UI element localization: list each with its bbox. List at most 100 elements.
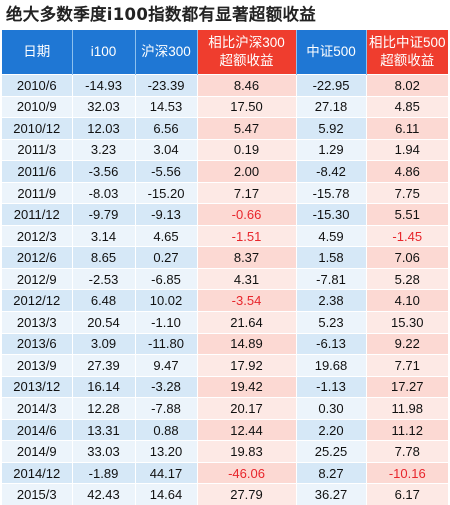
table-row: 2011/6 -3.56 -5.56 2.00 -8.42 4.86 <box>2 160 448 183</box>
table-header-row: 日期 i100 沪深300 相比沪深300 超额收益 中证500 相比中证500… <box>2 30 448 75</box>
cell-i100: 20.54 <box>72 311 136 334</box>
header-excess-vs-zz500-line-2: 超额收益 <box>380 53 435 68</box>
cell-excess-vs-zz500: 4.85 <box>366 95 448 118</box>
cell-excess-vs-zz500: 9.22 <box>366 332 448 355</box>
cell-i100: 12.03 <box>72 117 136 140</box>
cell-excess-vs-zz500: 7.06 <box>366 246 448 269</box>
cell-excess-vs-hs300: 5.47 <box>197 117 297 140</box>
cell-hs300: -11.80 <box>135 332 198 355</box>
cell-excess-vs-hs300: -46.06 <box>197 461 297 484</box>
cell-excess-vs-hs300: 0.19 <box>197 138 297 161</box>
cell-excess-vs-hs300: 21.64 <box>197 311 297 334</box>
cell-date: 2012/3 <box>2 224 73 247</box>
header-i100: i100 <box>72 30 136 75</box>
table-row: 2012/3 3.14 4.65 -1.51 4.59 -1.45 <box>2 224 448 247</box>
cell-excess-vs-hs300: -0.66 <box>197 203 297 226</box>
table-row: 2010/12 12.03 6.56 5.47 5.92 6.11 <box>2 117 448 140</box>
cell-excess-vs-zz500: 7.78 <box>366 440 448 463</box>
cell-excess-vs-hs300: -3.54 <box>197 289 297 312</box>
cell-excess-vs-zz500: 6.17 <box>366 483 448 505</box>
cell-zz500: -7.81 <box>296 267 367 290</box>
table-row: 2012/12 6.48 10.02 -3.54 2.38 4.10 <box>2 289 448 312</box>
cell-excess-vs-hs300: 19.83 <box>197 440 297 463</box>
table-row: 2013/12 16.14 -3.28 19.42 -1.13 17.27 <box>2 375 448 398</box>
cell-zz500: -22.95 <box>296 74 367 97</box>
cell-i100: -1.89 <box>72 461 136 484</box>
header-hs300: 沪深300 <box>135 30 198 75</box>
cell-date: 2011/9 <box>2 181 73 204</box>
cell-hs300: 0.88 <box>135 418 198 441</box>
cell-date: 2011/3 <box>2 138 73 161</box>
cell-hs300: 10.02 <box>135 289 198 312</box>
cell-hs300: -5.56 <box>135 160 198 183</box>
cell-i100: 13.31 <box>72 418 136 441</box>
cell-i100: 42.43 <box>72 483 136 505</box>
table-row: 2014/6 13.31 0.88 12.44 2.20 11.12 <box>2 418 448 441</box>
cell-excess-vs-zz500: 11.12 <box>366 418 448 441</box>
cell-excess-vs-zz500: 5.51 <box>366 203 448 226</box>
cell-excess-vs-hs300: 17.92 <box>197 354 297 377</box>
cell-zz500: 0.30 <box>296 397 367 420</box>
cell-excess-vs-zz500: -10.16 <box>366 461 448 484</box>
cell-hs300: -15.20 <box>135 181 198 204</box>
cell-zz500: 5.92 <box>296 117 367 140</box>
cell-date: 2012/12 <box>2 289 73 312</box>
cell-hs300: 44.17 <box>135 461 198 484</box>
table-row: 2011/12 -9.79 -9.13 -0.66 -15.30 5.51 <box>2 203 448 226</box>
table-row: 2014/3 12.28 -7.88 20.17 0.30 11.98 <box>2 397 448 420</box>
cell-excess-vs-hs300: 14.89 <box>197 332 297 355</box>
table-row: 2014/12 -1.89 44.17 -46.06 8.27 -10.16 <box>2 461 448 484</box>
cell-date: 2013/3 <box>2 311 73 334</box>
cell-date: 2013/9 <box>2 354 73 377</box>
cell-zz500: -15.30 <box>296 203 367 226</box>
cell-zz500: 2.38 <box>296 289 367 312</box>
header-excess-vs-zz500: 相比中证500 超额收益 <box>366 30 448 75</box>
returns-table: 日期 i100 沪深300 相比沪深300 超额收益 中证500 相比中证500… <box>2 30 448 505</box>
header-i100-line-1: i100 <box>90 44 117 59</box>
header-excess-vs-zz500-line-1: 相比中证500 <box>368 35 446 50</box>
header-zz500: 中证500 <box>296 30 367 75</box>
header-excess-vs-hs300-line-2: 超额收益 <box>219 53 274 68</box>
cell-i100: 3.09 <box>72 332 136 355</box>
cell-i100: -9.79 <box>72 203 136 226</box>
table-row: 2010/9 32.03 14.53 17.50 27.18 4.85 <box>2 95 448 118</box>
cell-i100: 3.23 <box>72 138 136 161</box>
cell-excess-vs-zz500: 5.28 <box>366 267 448 290</box>
cell-date: 2013/6 <box>2 332 73 355</box>
cell-hs300: 6.56 <box>135 117 198 140</box>
table-row: 2015/3 42.43 14.64 27.79 36.27 6.17 <box>2 483 448 505</box>
chart-title: 绝大多数季度i100指数都有显著超额收益 <box>6 5 317 24</box>
header-excess-vs-hs300: 相比沪深300 超额收益 <box>197 30 297 75</box>
cell-hs300: 14.64 <box>135 483 198 505</box>
cell-i100: 6.48 <box>72 289 136 312</box>
cell-hs300: 3.04 <box>135 138 198 161</box>
cell-zz500: 1.58 <box>296 246 367 269</box>
table-row: 2010/6 -14.93 -23.39 8.46 -22.95 8.02 <box>2 74 448 97</box>
cell-i100: 32.03 <box>72 95 136 118</box>
cell-date: 2010/6 <box>2 74 73 97</box>
cell-excess-vs-zz500: 4.10 <box>366 289 448 312</box>
cell-date: 2012/6 <box>2 246 73 269</box>
cell-i100: 12.28 <box>72 397 136 420</box>
cell-date: 2011/6 <box>2 160 73 183</box>
cell-i100: 8.65 <box>72 246 136 269</box>
header-hs300-line-1: 沪深300 <box>141 44 191 59</box>
cell-date: 2014/9 <box>2 440 73 463</box>
table-row: 2013/9 27.39 9.47 17.92 19.68 7.71 <box>2 354 448 377</box>
cell-zz500: -6.13 <box>296 332 367 355</box>
cell-i100: -3.56 <box>72 160 136 183</box>
cell-hs300: -9.13 <box>135 203 198 226</box>
table-body: 2010/6 -14.93 -23.39 8.46 -22.95 8.02 2010/9 32… <box>2 74 448 505</box>
cell-excess-vs-hs300: -1.51 <box>197 224 297 247</box>
cell-hs300: 4.65 <box>135 224 198 247</box>
cell-date: 2013/12 <box>2 375 73 398</box>
header-date-line-1: 日期 <box>23 44 51 59</box>
cell-zz500: 19.68 <box>296 354 367 377</box>
cell-excess-vs-zz500: 4.86 <box>366 160 448 183</box>
cell-excess-vs-hs300: 8.37 <box>197 246 297 269</box>
table-row: 2011/9 -8.03 -15.20 7.17 -15.78 7.75 <box>2 181 448 204</box>
cell-zz500: 2.20 <box>296 418 367 441</box>
cell-date: 2012/9 <box>2 267 73 290</box>
cell-excess-vs-zz500: 6.11 <box>366 117 448 140</box>
cell-zz500: 27.18 <box>296 95 367 118</box>
